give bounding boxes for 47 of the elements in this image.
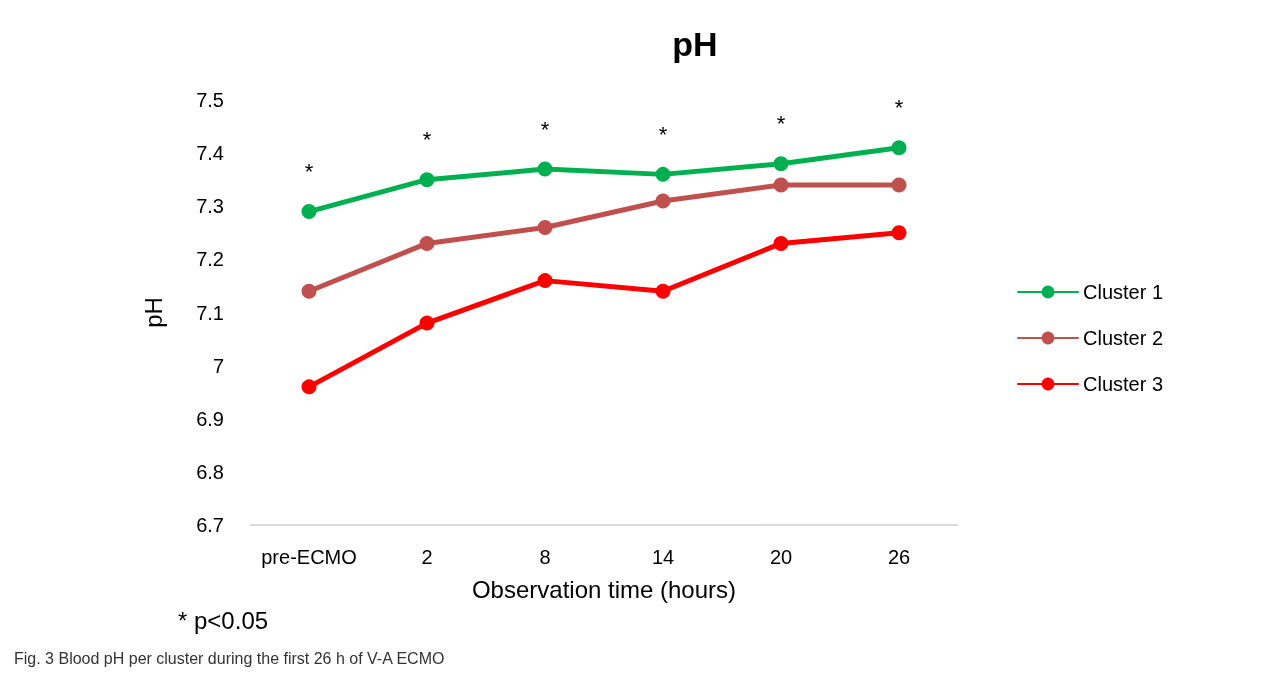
legend-label: Cluster 2 [1083, 327, 1164, 349]
point [301, 204, 317, 220]
point [891, 225, 907, 241]
point [419, 315, 435, 331]
y-tick-label: 7.1 [196, 301, 224, 324]
point [655, 283, 671, 299]
y-tick-label: 6.7 [196, 514, 224, 536]
x-tick-label: 26 [887, 546, 911, 568]
x-tick-label: pre-ECMO [261, 546, 357, 568]
chart-title: pH [672, 25, 718, 63]
annotation: * [776, 111, 786, 137]
point [891, 140, 907, 156]
y-tick-label: 7.4 [196, 142, 224, 165]
caption: Fig. 3 Blood pH per cluster during the first 26 h of V-A ECMO [14, 649, 445, 667]
x-axis-title: Observation time (hours) [471, 575, 737, 603]
annotation: * [422, 127, 432, 153]
legend-label: Cluster 3 [1083, 373, 1164, 395]
point [419, 172, 435, 188]
point [301, 379, 317, 395]
x-tick-label: 2 [421, 546, 433, 568]
x-tick-label: 14 [651, 546, 675, 568]
point [773, 177, 789, 193]
y-tick-label: 6.8 [196, 460, 224, 483]
annotation: * [894, 95, 904, 121]
legend-label: Cluster 1 [1083, 281, 1164, 303]
point [419, 235, 435, 251]
y-axis-title: pH [139, 297, 167, 328]
x-tick-label: 20 [769, 546, 793, 568]
y-tick-label: 6.9 [196, 407, 224, 430]
point [537, 161, 553, 177]
y-tick-label: 7 [212, 354, 224, 377]
point [891, 177, 907, 193]
y-tick-label: 7.5 [196, 89, 224, 111]
point [773, 235, 789, 251]
point [655, 166, 671, 182]
point [537, 273, 553, 289]
point [301, 283, 317, 299]
annotation: * [540, 116, 550, 142]
y-tick-label: 7.2 [196, 248, 224, 271]
annotation: * [304, 159, 314, 185]
text: * p<0.05 [178, 606, 269, 634]
point [655, 193, 671, 209]
annotation: * [658, 121, 668, 147]
point [537, 220, 553, 235]
y-tick-label: 7.3 [196, 195, 224, 218]
x-tick-label: 8 [539, 546, 551, 568]
point [773, 156, 789, 172]
